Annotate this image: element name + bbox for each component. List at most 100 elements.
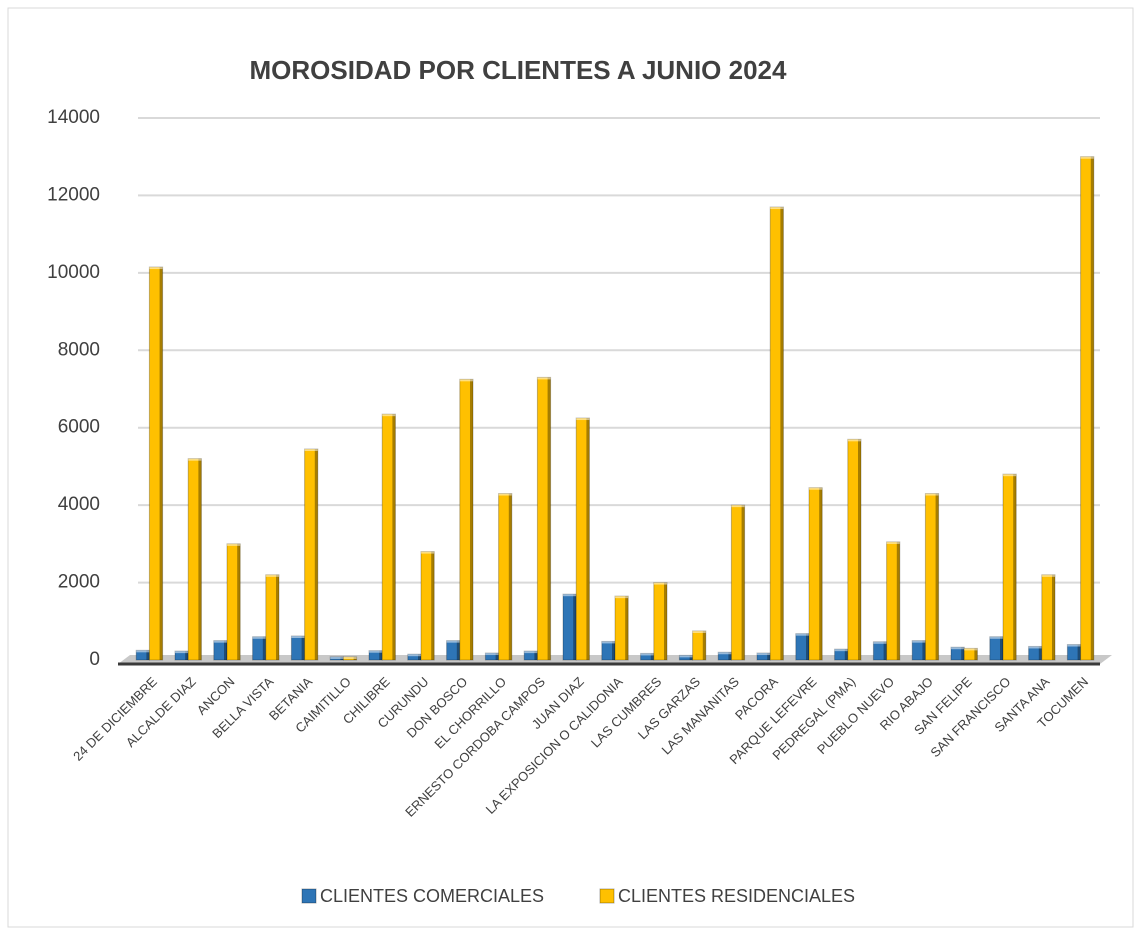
legend-swatch [599, 888, 615, 904]
bar-top [524, 651, 538, 654]
bar-side [275, 574, 279, 660]
bar-top [213, 640, 227, 643]
bar-top [1028, 646, 1042, 649]
bar [989, 636, 1004, 661]
bar-top [847, 439, 861, 442]
bar [381, 413, 396, 661]
bar-side [650, 653, 654, 660]
bar [187, 458, 202, 661]
bar [872, 641, 888, 661]
bar-top [692, 630, 706, 633]
bar [756, 652, 771, 661]
bar-top [679, 655, 693, 658]
bar-top [964, 648, 978, 651]
bar [678, 654, 694, 661]
bar-top [770, 207, 784, 210]
bar [601, 640, 616, 661]
bar-top [873, 641, 887, 644]
bar-top [809, 487, 823, 490]
bar-side [586, 418, 590, 660]
bar-top [537, 377, 551, 380]
bar-top [601, 641, 615, 644]
bar-top [265, 574, 279, 577]
bar-side [974, 648, 978, 660]
bar-side [418, 654, 421, 660]
bar-top [653, 582, 667, 585]
bar [692, 630, 707, 661]
bar-top [640, 653, 654, 656]
bar [420, 551, 435, 661]
y-tick-label: 14000 [47, 107, 100, 128]
bar-side [780, 207, 784, 661]
bar [1041, 574, 1056, 661]
bar-side [392, 414, 396, 660]
bar [329, 656, 344, 661]
bar [265, 574, 280, 661]
bar-top [795, 633, 809, 636]
bar-top [149, 267, 163, 270]
bar [847, 438, 862, 661]
y-tick-label: 0 [89, 649, 100, 670]
bar-side [612, 641, 615, 660]
legend-swatch [301, 888, 317, 904]
bar-top [1080, 156, 1094, 159]
bar [252, 636, 267, 661]
bar-side [702, 630, 706, 660]
bar-top [369, 650, 383, 653]
bar-side [185, 651, 189, 660]
bar-side [1051, 574, 1055, 660]
bar-side [224, 640, 227, 660]
bar-top [1067, 644, 1081, 647]
bar [523, 650, 538, 661]
bar [407, 653, 422, 661]
bar-top [615, 596, 629, 599]
bar-side [819, 487, 823, 660]
bar [730, 504, 746, 661]
bar-side [741, 505, 745, 660]
bar [911, 640, 926, 661]
bar-top [498, 493, 512, 496]
bar-top [446, 640, 460, 643]
bar [963, 647, 978, 661]
bar [834, 648, 849, 661]
bar [1028, 645, 1043, 661]
bar [446, 640, 461, 661]
bar-side [689, 655, 693, 660]
bar-top [227, 543, 241, 546]
bar [950, 646, 965, 661]
bar-side [146, 650, 150, 660]
bar-side [456, 640, 460, 660]
bar-top [343, 656, 357, 659]
bar [135, 649, 150, 661]
bar-side [1038, 646, 1042, 660]
bar [498, 493, 513, 661]
bar [1080, 156, 1095, 661]
bar-side [961, 647, 965, 660]
bar [368, 650, 383, 661]
bar-side [922, 640, 926, 660]
bar [148, 266, 164, 661]
bar-side [237, 543, 241, 660]
y-tick-label: 2000 [58, 572, 100, 593]
bar-side [573, 594, 577, 660]
bar-side [198, 458, 202, 660]
bar-top [330, 656, 344, 659]
bar-side [806, 633, 809, 660]
bar-side [379, 650, 383, 660]
y-tick-label: 12000 [47, 184, 100, 205]
bar [795, 633, 810, 661]
y-tick-label: 10000 [47, 262, 100, 283]
bar [226, 543, 241, 661]
bar [769, 206, 784, 661]
bar-top [485, 653, 499, 656]
bar-side [1013, 474, 1017, 660]
bar-side [469, 379, 473, 660]
bar [536, 376, 552, 661]
bar [562, 593, 577, 661]
bar-side [495, 653, 499, 660]
y-tick-label: 8000 [58, 339, 100, 360]
chart-title: MOROSIDAD POR CLIENTES A JUNIO 2024 [250, 55, 787, 85]
bar-side [508, 493, 512, 660]
bar-side [301, 635, 305, 660]
